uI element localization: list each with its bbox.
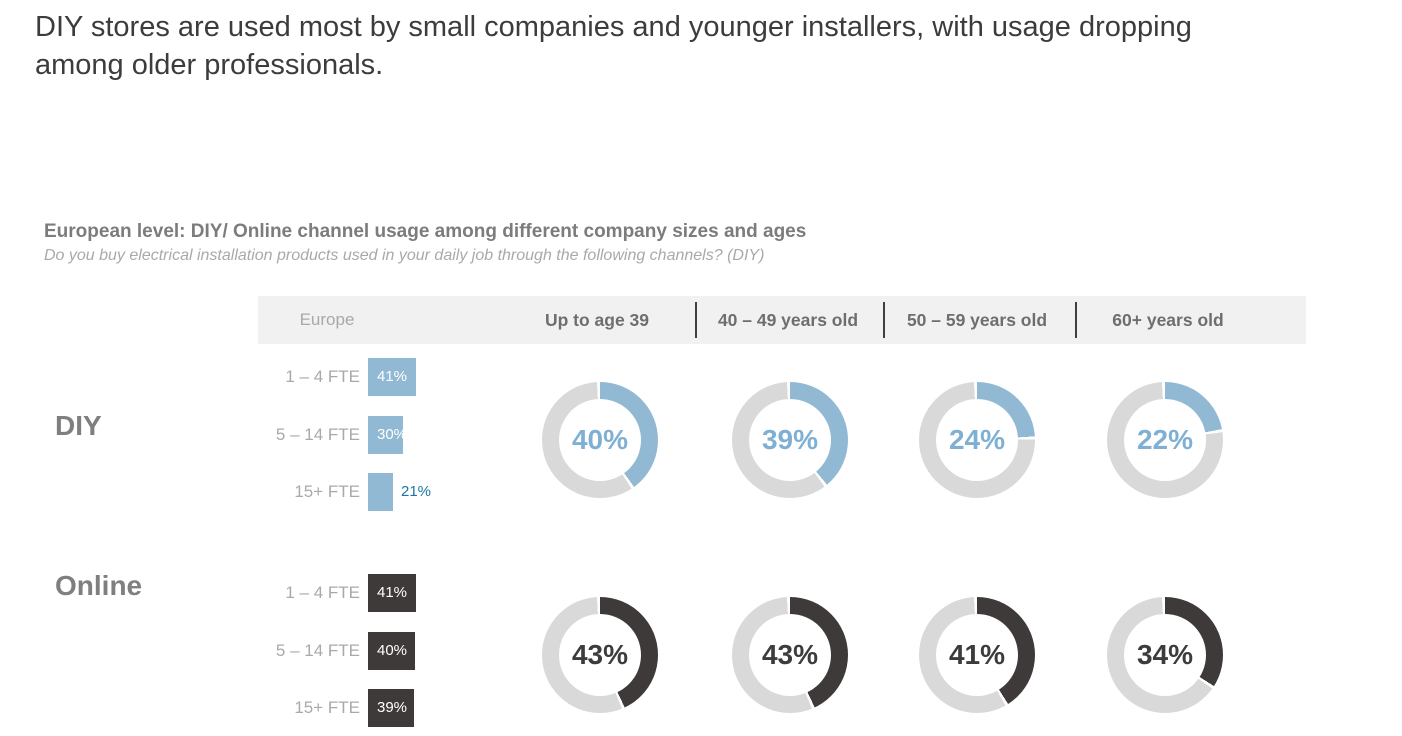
donut-value: 41%	[948, 639, 1006, 670]
donut-hole: 41%	[936, 614, 1018, 696]
row-label-diy: DIY	[55, 410, 102, 441]
fte-label: 1 – 4 FTE	[285, 583, 360, 602]
donut-hole: 24%	[936, 399, 1018, 481]
donut-value: 40%	[571, 424, 629, 455]
page-title-line-2: among older professionals.	[35, 49, 384, 81]
donut-hole: 43%	[749, 614, 831, 696]
donut-value: 24%	[948, 424, 1006, 455]
diy-bar-chart: 1 – 4 FTE 41% 5 – 14 FTE 30% 15+ FTE 21%	[250, 358, 550, 511]
online-bar: 41%	[368, 574, 416, 612]
diy-donut-4: 22%	[1107, 382, 1223, 498]
bar-value: 41%	[377, 368, 408, 385]
donut-hole: 22%	[1124, 399, 1206, 481]
fte-label: 5 – 14 FTE	[275, 640, 360, 660]
online-bar-chart: 1 – 4 FTE 41% 5 – 14 FTE 40% 15+ FTE 39%	[250, 574, 550, 727]
donut-value: 39%	[761, 424, 819, 455]
diy-bar: 30%	[368, 415, 407, 454]
donut-value: 34%	[1136, 639, 1194, 670]
column-header-age-3: 50 – 59 years old	[906, 310, 1048, 330]
donut-hole: 43%	[559, 614, 641, 696]
diy-donut-charts: 40% 39% 24% 22%	[542, 382, 1223, 498]
donut-value: 22%	[1136, 424, 1194, 455]
chart-title: European level: DIY/ Online channel usag…	[44, 221, 807, 242]
diy-bar: 41%	[368, 358, 416, 396]
column-divider	[1075, 302, 1077, 338]
bar-value: 40%	[377, 641, 408, 659]
column-header-europe: Europe	[299, 310, 355, 329]
row-label-online: Online	[55, 570, 143, 601]
online-donut-1: 43%	[542, 597, 658, 713]
donut-value: 43%	[571, 639, 629, 670]
column-divider	[695, 302, 697, 338]
bar-row-online: 15+ FTE 39%	[250, 689, 550, 727]
diy-bar	[368, 473, 393, 511]
bar-row-diy: 5 – 14 FTE 30%	[250, 415, 550, 454]
online-donut-charts: 43% 43% 41% 34%	[542, 597, 1223, 713]
bar-value: 39%	[377, 699, 408, 716]
chart-question: Do you buy electrical installation produ…	[44, 247, 765, 264]
diy-donut-1: 40%	[542, 382, 658, 498]
diy-donut-2: 39%	[732, 382, 848, 498]
online-donut-4: 34%	[1107, 597, 1223, 713]
online-donut-2: 43%	[732, 597, 848, 713]
donut-value: 43%	[761, 639, 819, 670]
fte-label: 1 – 4 FTE	[285, 367, 360, 386]
bar-value: 41%	[377, 584, 408, 601]
page-title: DIY stores are used most by small compan…	[35, 8, 1385, 84]
fte-label: 15+ FTE	[294, 482, 360, 501]
column-header-band: Europe Up to age 39 40 – 49 years old 50…	[258, 296, 1306, 344]
donut-hole: 34%	[1124, 614, 1206, 696]
fte-label: 15+ FTE	[294, 698, 360, 717]
bar-value: 21%	[401, 483, 432, 500]
bar-value: 30%	[377, 425, 408, 443]
diy-donut-3: 24%	[919, 382, 1035, 498]
bar-row-online: 1 – 4 FTE 41%	[250, 574, 550, 612]
column-header-age-1: Up to age 39	[544, 310, 650, 330]
online-donut-3: 41%	[919, 597, 1035, 713]
bar-row-online: 5 – 14 FTE 40%	[250, 631, 550, 670]
page-title-line-1: DIY stores are used most by small compan…	[35, 11, 1192, 43]
fte-label: 5 – 14 FTE	[275, 424, 360, 444]
bar-row-diy: 1 – 4 FTE 41%	[250, 358, 550, 396]
column-header-age-2: 40 – 49 years old	[717, 310, 859, 330]
column-header-age-4: 60+ years old	[1112, 310, 1224, 330]
donut-hole: 40%	[559, 399, 641, 481]
bar-row-diy: 15+ FTE 21%	[250, 473, 550, 511]
online-bar: 39%	[368, 689, 414, 727]
donut-hole: 39%	[749, 399, 831, 481]
column-divider	[883, 302, 885, 338]
online-bar: 40%	[368, 631, 415, 670]
